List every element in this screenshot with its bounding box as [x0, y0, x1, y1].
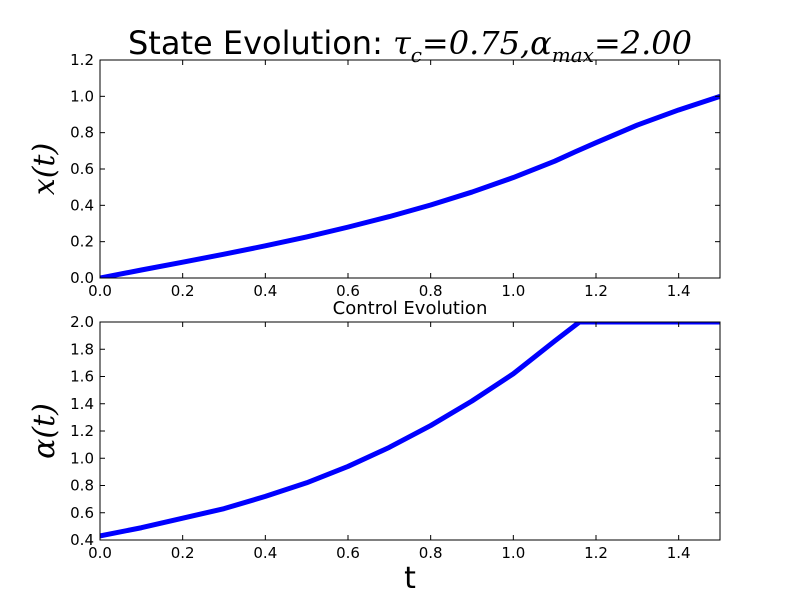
control-xlabel: t [404, 561, 416, 596]
x-tick-label: 0.2 [171, 282, 195, 300]
x-tick-label: 0.2 [171, 544, 195, 562]
y-tick-label: 0.0 [70, 269, 94, 287]
y-tick-label: 0.4 [70, 196, 94, 214]
x-tick-label: 1.0 [501, 544, 525, 562]
y-tick-label: 0.8 [70, 124, 94, 142]
state-plot: 0.0 0.2 0.4 0.6 0.8 1.0 1.2 1.4 0.0 0.2 0.4 0.6 0.8 1… [70, 51, 721, 300]
title-prefix: State Evolution: [128, 24, 393, 62]
x-tick-label: 1.2 [584, 544, 608, 562]
y-tick-label: 0.2 [70, 233, 94, 251]
title-tau: τ [393, 24, 412, 62]
x-tick-label: 0.6 [336, 282, 360, 300]
x-tick-label: 0.4 [253, 282, 277, 300]
title-tau-sub: c [411, 43, 422, 67]
series-line [100, 322, 720, 539]
y-tick-label: 0.6 [70, 504, 94, 522]
y-tick-label: 1.4 [70, 395, 94, 413]
x-tick-label: 0.4 [253, 544, 277, 562]
y-tick-label: 1.8 [70, 340, 94, 358]
state-ylabel: x(t) [27, 143, 62, 195]
series-line [100, 93, 720, 278]
y-tick-label: 1.0 [70, 87, 94, 105]
title-eq1: =0.75, [422, 24, 530, 62]
y-tick-label: 1.2 [70, 422, 94, 440]
control-ylabel: α(t) [27, 403, 62, 459]
axes-frame [99, 321, 721, 541]
x-tick-label: 1.2 [584, 282, 608, 300]
x-tick-label: 0.8 [419, 544, 443, 562]
title-eq2: =2.00 [594, 24, 692, 62]
title-alpha: α [530, 24, 552, 62]
x-tick-label: 1.0 [501, 282, 525, 300]
control-plot: 0.0 0.2 0.4 0.6 0.8 1.0 1.2 1.4 0.4 0.6 0.8 1.0 1.2 1… [70, 313, 721, 562]
x-tick-label: 1.4 [667, 544, 691, 562]
y-tick-label: 0.6 [70, 160, 94, 178]
y-tick-label: 0.4 [70, 531, 94, 549]
x-tick-label: 0.6 [336, 544, 360, 562]
title-alpha-sub: max [552, 43, 594, 67]
control-evolution-title: Control Evolution [333, 298, 488, 319]
x-tick-label: 0.0 [88, 544, 112, 562]
x-tick-label: 1.4 [667, 282, 691, 300]
x-tick-label: 0.8 [419, 282, 443, 300]
state-evolution-title: State Evolution: τc=0.75,αmax=2.00 [128, 24, 692, 67]
x-tick-label: 0.0 [88, 282, 112, 300]
y-tick-label: 2.0 [70, 313, 94, 331]
y-tick-label: 0.8 [70, 477, 94, 495]
axes-frame [99, 59, 721, 279]
y-tick-label: 1.0 [70, 449, 94, 467]
y-tick-label: 1.6 [70, 368, 94, 386]
y-tick-label: 1.2 [70, 51, 94, 69]
